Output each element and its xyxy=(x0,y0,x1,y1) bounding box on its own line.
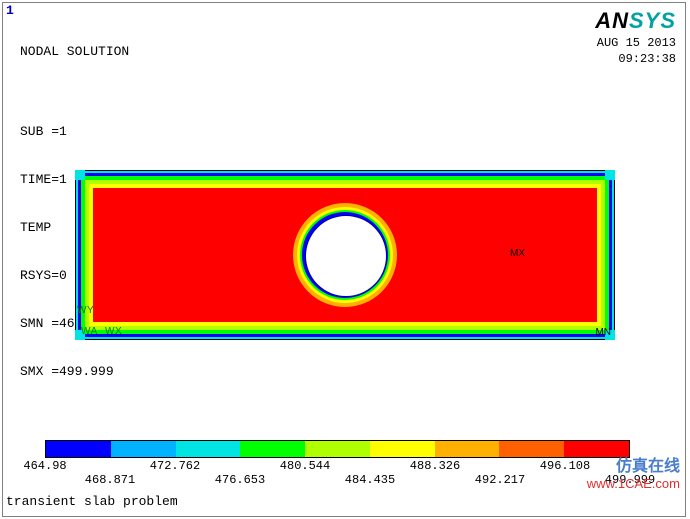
problem-title: transient slab problem xyxy=(6,494,178,509)
axis-label-wx: WX xyxy=(105,326,122,337)
legend-tick-top: 496.108 xyxy=(540,459,590,473)
legend-tick-top: 464.98 xyxy=(23,459,66,473)
run-time: 09:23:38 xyxy=(595,52,676,66)
legend-tick-top: 472.762 xyxy=(150,459,200,473)
legend-labels: 464.98472.762480.544488.326496.108468.87… xyxy=(45,459,630,489)
contour-plot: WY WX WA MX MN xyxy=(75,170,615,340)
mn-marker: MN xyxy=(595,327,611,338)
legend-segment xyxy=(564,441,629,457)
legend-tick-bottom: 484.435 xyxy=(345,473,395,487)
logo-an: AN xyxy=(595,8,629,33)
legend-segment xyxy=(240,441,305,457)
legend-segment xyxy=(435,441,500,457)
header-line: SUB =1 xyxy=(20,124,129,140)
legend-segment xyxy=(499,441,564,457)
legend-tick-bottom: 476.653 xyxy=(215,473,265,487)
mx-marker: MX xyxy=(510,248,525,259)
legend-tick-bottom: 468.871 xyxy=(85,473,135,487)
legend-tick-bottom: 499.999 xyxy=(605,473,655,487)
ansys-logo-block: ANSYS AUG 15 2013 09:23:38 xyxy=(595,8,676,66)
run-date: AUG 15 2013 xyxy=(595,36,676,50)
legend-tick-top: 488.326 xyxy=(410,459,460,473)
legend-tick-top: 480.544 xyxy=(280,459,330,473)
corner-patch xyxy=(75,170,85,180)
header-line: NODAL SOLUTION xyxy=(20,44,129,60)
logo-sys: SYS xyxy=(629,8,676,33)
hole-inner xyxy=(305,215,387,297)
legend-segment xyxy=(111,441,176,457)
axis-label-wy: WY xyxy=(77,305,94,316)
legend-segment xyxy=(305,441,370,457)
legend-segment xyxy=(370,441,435,457)
ansys-logo: ANSYS xyxy=(595,8,676,34)
axis-label-wa: WA xyxy=(81,326,98,337)
window-number: 1 xyxy=(6,3,14,18)
header-line: SMX =499.999 xyxy=(20,364,129,380)
corner-patch xyxy=(605,170,615,180)
legend-segment xyxy=(46,441,111,457)
legend-tick-bottom: 492.217 xyxy=(475,473,525,487)
legend-segment xyxy=(176,441,241,457)
color-legend xyxy=(45,440,630,458)
